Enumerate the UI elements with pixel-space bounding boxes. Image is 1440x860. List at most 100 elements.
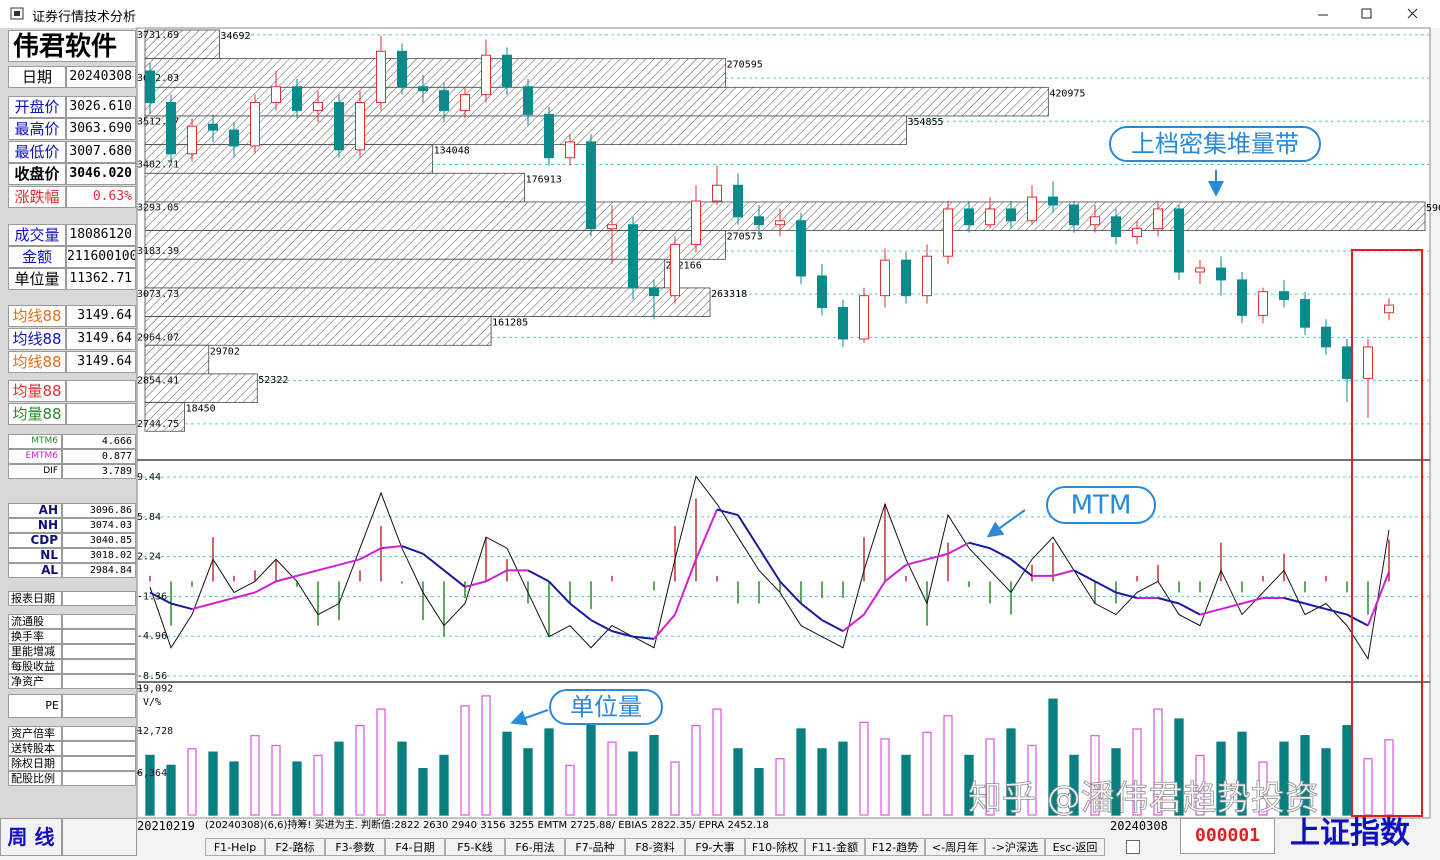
field-label: 换手率	[8, 629, 62, 644]
title-bar: 证券行情技术分析	[0, 0, 1440, 28]
function-key[interactable]: F7-品种	[565, 838, 625, 856]
function-key[interactable]: F12-趋势	[865, 838, 925, 856]
field-box	[62, 694, 136, 718]
function-key[interactable]: F11-金额	[805, 838, 865, 856]
y-tick-label: -1.36	[137, 591, 167, 602]
volume-profile-bar	[144, 29, 220, 60]
field-value: 3063.690	[66, 118, 136, 140]
candle-body	[1048, 196, 1058, 206]
y-tick-label: 2744.75	[137, 419, 179, 430]
volume-bar	[649, 734, 659, 816]
candle-body	[166, 102, 176, 155]
candle-body	[964, 208, 974, 226]
function-key[interactable]: Esc-返回	[1045, 838, 1105, 856]
candle-body	[565, 141, 575, 159]
volume-profile-label: 263318	[711, 289, 747, 300]
volume-bar	[1174, 718, 1184, 816]
candle-body	[1321, 326, 1331, 348]
start-date: 20210219	[137, 819, 195, 833]
function-key[interactable]: <-周月年	[925, 838, 985, 856]
emtm-segment	[989, 547, 1012, 561]
function-key[interactable]: F1-Help	[205, 838, 265, 856]
emtm-segment	[905, 558, 928, 566]
field-value: 3096.86	[62, 503, 136, 518]
candle-body	[271, 86, 281, 104]
volume-bar	[796, 728, 806, 816]
window-title: 证券行情技术分析	[32, 10, 137, 25]
candle-body	[1132, 228, 1142, 238]
candle-body	[691, 200, 701, 245]
callout-text: 单位量	[570, 693, 642, 721]
field-label: 涨跌幅	[8, 186, 66, 208]
field-value: 3149.64	[66, 305, 136, 327]
volume-profile-bar	[144, 201, 1426, 232]
emtm-segment	[548, 580, 571, 605]
close[interactable]	[1407, 8, 1418, 19]
function-key[interactable]: F4-日期	[385, 838, 445, 856]
volume-bar	[208, 751, 218, 816]
y-tick-label: -8.56	[137, 671, 167, 682]
function-key[interactable]: F2-路标	[265, 838, 325, 856]
emtm-segment	[359, 547, 382, 561]
maximize[interactable]	[1361, 8, 1372, 19]
emtm-segment	[1325, 608, 1348, 616]
field-label: 每股收益	[8, 659, 62, 674]
emtm-segment	[170, 602, 193, 611]
field-box	[62, 674, 136, 689]
field-label: 金额	[8, 246, 66, 268]
function-key[interactable]: F8-资料	[625, 838, 685, 856]
volume-bar	[628, 751, 638, 816]
emtm-segment	[842, 613, 865, 632]
volume-profile-label: 52322	[258, 375, 288, 386]
volume-bar	[985, 738, 995, 816]
checkbox[interactable]	[1126, 840, 1140, 854]
period-selector[interactable]	[62, 818, 137, 856]
function-key[interactable]: F9-大事	[685, 838, 745, 856]
emtm-segment	[1052, 569, 1075, 577]
volume-profile-bar	[144, 115, 907, 146]
candle-body	[460, 94, 470, 111]
field-label: 均线88	[8, 351, 66, 373]
field-value: 2984.84	[62, 563, 136, 578]
field-box	[62, 726, 136, 741]
emtm-segment	[149, 591, 172, 605]
candle-body	[859, 295, 869, 340]
candle-body	[670, 243, 680, 297]
emtm-segment	[1367, 571, 1390, 626]
candle-body	[1279, 291, 1289, 301]
candle-body	[250, 102, 260, 147]
volume-bar	[187, 748, 197, 816]
emtm-segment	[527, 569, 550, 583]
emtm-segment	[737, 514, 760, 549]
field-box	[62, 591, 136, 606]
volume-bar	[1300, 734, 1310, 816]
callout-oval	[1046, 486, 1156, 524]
volume-bar	[922, 731, 932, 816]
function-key[interactable]: F10-除权	[745, 838, 805, 856]
callout-text: MTM	[1071, 491, 1132, 521]
field-label: PE	[8, 694, 62, 718]
volume-bar	[817, 748, 827, 816]
function-key[interactable]: F6-用法	[505, 838, 565, 856]
candle-body	[145, 70, 155, 104]
volume-bar	[355, 725, 365, 816]
emtm-segment	[695, 509, 718, 560]
status-message: (20240308)(6,6)持筹! 买进为主. 判断值:2822 2630 2…	[205, 820, 769, 831]
candle-body	[880, 259, 890, 297]
field-value: 20240308	[66, 66, 136, 88]
volume-profile-bar	[144, 316, 492, 346]
function-key[interactable]: F5-K线	[445, 838, 505, 856]
window-controls[interactable]	[1300, 0, 1440, 28]
emtm-segment	[758, 547, 781, 582]
function-key[interactable]: ->沪深选	[985, 838, 1045, 856]
field-label: 收盘价	[8, 163, 66, 185]
volume-bar	[1048, 698, 1058, 816]
field-value: 3149.64	[66, 351, 136, 373]
field-label: 流通股	[8, 614, 62, 629]
emtm-segment	[674, 558, 697, 615]
function-key[interactable]: F3-参数	[325, 838, 385, 856]
field-value: 0.877	[62, 449, 136, 464]
candle-body	[334, 102, 344, 151]
emtm-segment	[317, 563, 340, 572]
emtm-segment	[485, 569, 508, 583]
